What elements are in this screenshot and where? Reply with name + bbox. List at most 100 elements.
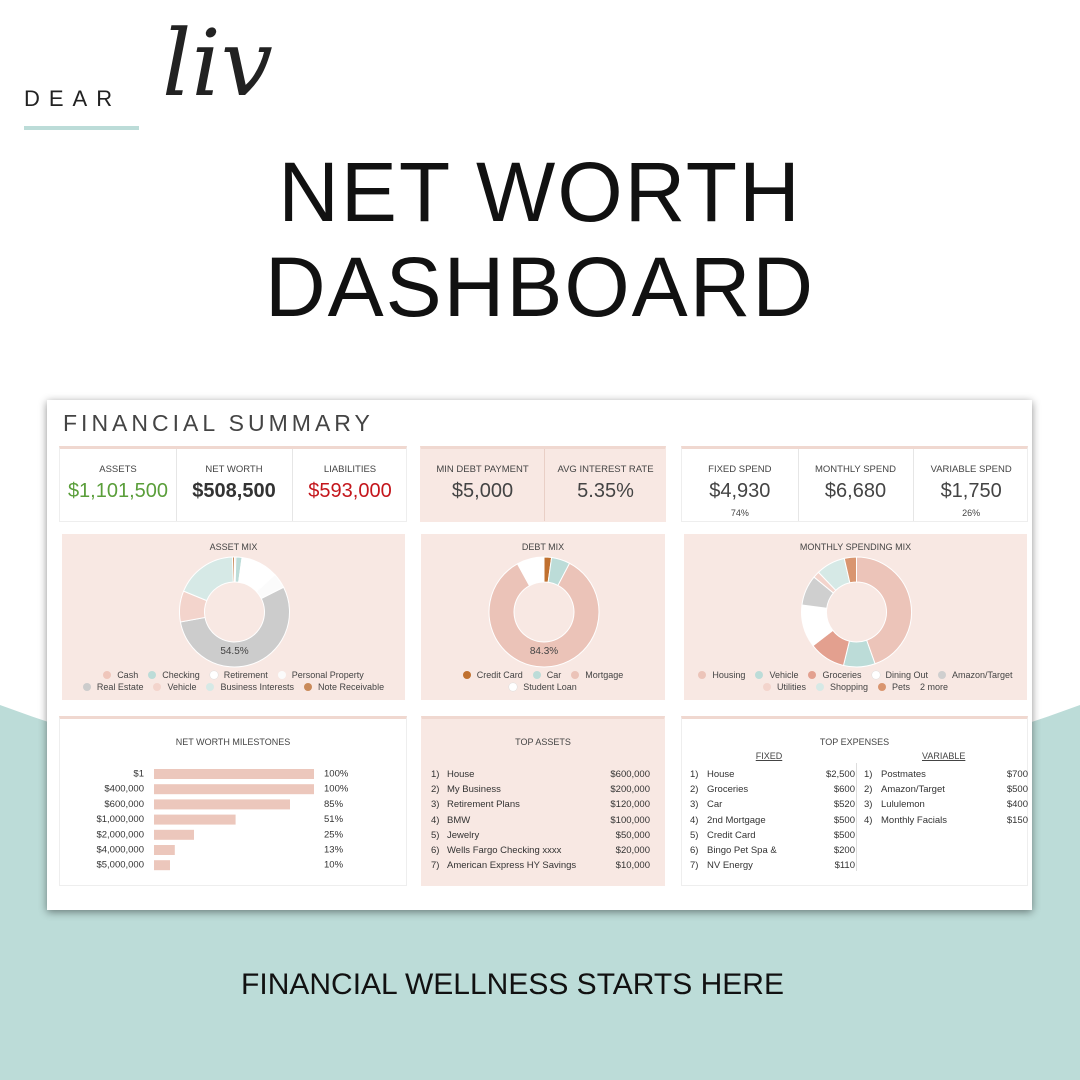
legend-label: Utilities [776, 682, 806, 692]
expense-name: Bingo Pet Spa & [707, 845, 777, 856]
expense-amount: $600 [833, 784, 855, 796]
legend-swatch [571, 671, 580, 679]
legend-label: Vehicle [769, 670, 799, 680]
asset-name: Retirement Plans [447, 799, 520, 811]
legend-swatch [878, 683, 887, 691]
rank: 5) [690, 829, 699, 841]
kpi-value: 5.35% [577, 480, 634, 502]
legend-item: Groceries [808, 670, 862, 680]
bar-value-label: 100% [324, 769, 349, 780]
legend-item: Dining Out [871, 670, 929, 680]
legend-swatch [509, 683, 518, 691]
legend-item: Shopping [815, 682, 868, 692]
legend-item: Mortgage [571, 670, 623, 680]
chart-card: DEBT MIX 84.3% Credit Card Car Mortgage Stude… [421, 534, 665, 700]
bar-category-label: $600,000 [104, 799, 144, 810]
legend-item: Checking [148, 670, 200, 680]
table-title: TOP EXPENSES [819, 737, 890, 747]
chart-card: ASSET MIX 54.5% Cash Checking Retirement Pers… [62, 534, 405, 700]
legend-swatch [148, 671, 157, 679]
asset-name: American Express HY Savings [447, 860, 577, 872]
legend: Credit Card Car Mortgage Student Loan [428, 670, 658, 692]
tagline: FINANCIAL WELLNESS STARTS HERE [241, 968, 784, 1001]
milestones-card: NET WORTH MILESTONES $1 100% $400,000 100% $6… [59, 716, 407, 886]
kpi-card: ASSETS $1,101,500 NET WORTH $508,500 LIABILI… [59, 446, 407, 522]
rank: 2) [431, 784, 440, 796]
legend-swatch [304, 683, 313, 691]
kpi-label: NET WORTH [205, 464, 263, 475]
donut-segment [856, 556, 912, 665]
rank: 2) [864, 784, 873, 796]
legend-swatch [815, 683, 824, 691]
legend-label: Personal Property [291, 670, 364, 680]
legend-swatch [808, 671, 817, 679]
rank: 6) [431, 845, 440, 856]
legend-swatch [762, 683, 771, 691]
legend-label: Note Receivable [318, 682, 385, 692]
title-line: NET WORTH [278, 145, 802, 239]
bar-category-label: $5,000,000 [96, 860, 144, 871]
kpi-cell: LIABILITIES $593,000 [292, 449, 408, 521]
legend-item: Cash [103, 670, 138, 680]
bar [154, 799, 290, 810]
legend-label: Vehicle [167, 682, 197, 692]
expense-name: 2nd Mortgage [707, 814, 766, 826]
legend-swatch [103, 671, 112, 679]
legend-label: Car [546, 670, 562, 680]
rank: 6) [690, 845, 699, 856]
legend-label: Groceries [822, 670, 862, 680]
bar-value-label: 100% [324, 784, 349, 795]
legend-item: Amazon/Target [938, 670, 1013, 680]
legend-item: Vehicle [755, 670, 798, 680]
kpi-cell: FIXED SPEND $4,930 74% [682, 449, 799, 521]
legend-item: Pets [878, 682, 910, 692]
donut-segment [231, 556, 235, 583]
kpi-value: $1,101,500 [67, 480, 169, 502]
legend-item: Vehicle [153, 682, 196, 692]
expense-amount: $500 [1006, 784, 1028, 796]
donut-chart [801, 556, 912, 668]
kpi-label: LIABILITIES [323, 464, 377, 475]
legend-label: Dining Out [885, 670, 929, 680]
bar-chart: $1 100% $400,000 100% $600,000 85% $1,000,000 5… [96, 769, 349, 871]
legend-swatch [532, 671, 541, 679]
rank: 3) [690, 799, 699, 811]
top-expenses-card: TOP EXPENSES FIXED 1) House $2,500 2) Grocerie… [681, 716, 1028, 886]
kpi-cell: VARIABLE SPEND $1,750 26% [913, 449, 1029, 521]
expense-amount: $110 [834, 860, 855, 872]
donut-chart: 54.5% [179, 556, 290, 668]
expense-name: Lululemon [881, 799, 925, 811]
legend-item: Credit Card [462, 670, 523, 680]
rank: 3) [864, 799, 873, 811]
kpi-label: MIN DEBT PAYMENT [436, 464, 529, 475]
legend-label: Mortgage [585, 670, 624, 680]
donut-segment [516, 556, 545, 587]
kpi-cell: MONTHLY SPEND $6,680 [798, 449, 915, 521]
bar-category-label: $1,000,000 [96, 814, 144, 825]
kpi-label: MONTHLY SPEND [815, 464, 896, 475]
expense-amount: $150 [1006, 814, 1028, 826]
chart-title: NET WORTH MILESTONES [175, 737, 291, 747]
legend-label: Retirement [223, 670, 268, 680]
legend-swatch [153, 683, 162, 691]
asset-name: BMW [447, 814, 471, 826]
donut-segment [843, 556, 857, 584]
donut-segment [182, 556, 234, 602]
bar-category-label: $1 [133, 769, 144, 780]
expense-name: Monthly Facials [881, 814, 947, 826]
brand-script: liv [162, 10, 273, 117]
column-heading: VARIABLE [922, 751, 966, 761]
kpi-label: AVG INTEREST RATE [557, 464, 654, 475]
kpi-value: $593,000 [308, 480, 392, 502]
chart-title: ASSET MIX [209, 542, 258, 552]
legend-item: Student Loan [509, 682, 577, 692]
asset-value: $50,000 [615, 829, 650, 841]
chart-title: MONTHLY SPENDING MIX [799, 542, 912, 552]
kpi-value: $4,930 [709, 480, 771, 502]
legend-label: Credit Card [476, 670, 523, 680]
legend-item: Housing [698, 670, 745, 680]
dashboard-heading: FINANCIAL SUMMARY [63, 410, 374, 436]
kpi-value: $6,680 [824, 480, 887, 502]
expense-amount: $2,500 [825, 769, 855, 780]
legend-swatch [698, 671, 707, 679]
